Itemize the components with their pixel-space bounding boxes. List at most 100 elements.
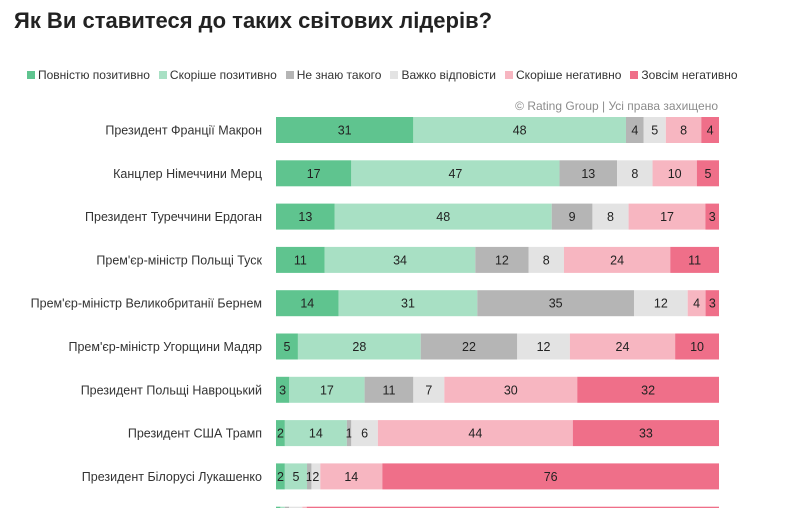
- bar-segment: [444, 376, 578, 403]
- bar-segment: [420, 333, 518, 360]
- bar-segment: [302, 506, 307, 508]
- value-label: 31: [338, 124, 352, 138]
- category-label: Президент Польщі Навроцький: [81, 383, 262, 397]
- bar-segment: [351, 420, 378, 447]
- value-label: 14: [300, 297, 314, 311]
- value-label: 8: [680, 124, 687, 138]
- value-label: 12: [654, 297, 668, 311]
- bar-segment: [592, 203, 629, 230]
- bar-segment: [675, 333, 719, 360]
- category-label: Президент Туреччини Ердоган: [85, 210, 262, 224]
- value-label: 8: [607, 210, 614, 224]
- value-label: 3: [709, 297, 716, 311]
- bar-segment: [705, 203, 719, 230]
- bar-segment: [334, 203, 552, 230]
- category-label: Прем'єр-міністр Польщі Туск: [96, 253, 262, 267]
- bar-segment: [276, 160, 352, 187]
- bar-segment: [559, 160, 618, 187]
- bar-segment: [413, 117, 626, 143]
- bar-segment: [276, 246, 325, 273]
- legend-swatch: [158, 71, 167, 79]
- bar-segment: [551, 203, 593, 230]
- bar-segment: [276, 463, 285, 490]
- bar-segment: [289, 376, 365, 403]
- value-label: 9: [569, 210, 576, 224]
- value-label: 17: [320, 383, 334, 397]
- bar-segment: [276, 290, 339, 317]
- legend-swatch: [285, 71, 294, 79]
- value-label: 3: [279, 383, 286, 397]
- bar-segment: [665, 117, 702, 143]
- bar-segment: [351, 160, 560, 187]
- value-label: 3: [709, 210, 716, 224]
- value-label: 13: [298, 210, 312, 224]
- value-label: 2: [277, 427, 284, 441]
- legend-item: Важко відповісти: [390, 68, 496, 82]
- value-label: 8: [543, 253, 550, 267]
- bar-segment: [284, 463, 308, 490]
- value-label: 17: [307, 167, 321, 181]
- bar-segment: [377, 420, 573, 447]
- value-label: 14: [344, 470, 358, 484]
- value-label: 47: [448, 167, 462, 181]
- bar-segment: [563, 246, 671, 273]
- bar-segment: [670, 246, 719, 273]
- legend-item: Повністю позитивно: [27, 68, 150, 82]
- value-label: 44: [468, 427, 482, 441]
- value-label: 11: [688, 253, 701, 267]
- bar-segment: [346, 420, 352, 447]
- bar-segment: [477, 290, 634, 317]
- value-label: 34: [393, 253, 407, 267]
- bar-segment: [625, 117, 644, 143]
- value-label: 11: [294, 253, 307, 267]
- legend-swatch: [630, 71, 639, 79]
- legend-item: Скоріше позитивно: [158, 68, 277, 82]
- value-label: 22: [462, 340, 476, 354]
- value-label: 7: [425, 383, 432, 397]
- bar-segment: [276, 376, 290, 403]
- value-label: 5: [651, 124, 658, 138]
- bar-segment: [311, 463, 321, 490]
- value-label: 10: [690, 340, 704, 354]
- value-label: 5: [704, 167, 711, 181]
- legend: Повністю позитивно Скоріше позитивно Не зн…: [27, 68, 747, 82]
- value-label: 8: [631, 167, 638, 181]
- bar-segment: [687, 290, 706, 317]
- bar-segment: [705, 290, 719, 317]
- bar-segment: [628, 203, 706, 230]
- value-label: 10: [668, 167, 682, 181]
- bar-segment: [284, 506, 290, 508]
- bar-segment: [289, 506, 303, 508]
- chart-title: Як Ви ставитеся до таких світових лідері…: [14, 8, 493, 33]
- value-label: 5: [283, 340, 290, 354]
- bar-segment: [284, 420, 347, 447]
- legend-label: Зовсім негативно: [641, 68, 738, 82]
- value-label: 1: [306, 470, 313, 484]
- bar-segment: [633, 290, 688, 317]
- category-label: Президент Білорусі Лукашенко: [82, 470, 262, 484]
- bar-segment: [517, 333, 570, 360]
- bar-segment: [276, 420, 285, 447]
- value-label: 33: [639, 427, 653, 441]
- bar-segment: [280, 506, 285, 508]
- bar-segment: [276, 117, 414, 143]
- category-label: Канцлер Німеччини Мерц: [113, 167, 262, 181]
- category-label: Президент Франції Макрон: [105, 124, 262, 138]
- bar-segment: [413, 376, 445, 403]
- value-label: 4: [707, 124, 714, 138]
- legend-item: Скоріше негативно: [505, 68, 621, 82]
- value-label: 6: [361, 427, 368, 441]
- bar-segment: [338, 290, 478, 317]
- bar-segment: [382, 463, 719, 490]
- category-label: Президент США Трамп: [128, 427, 262, 441]
- value-label: 76: [544, 470, 558, 484]
- legend-label: Скоріше негативно: [516, 68, 622, 82]
- bar-segment: [306, 506, 719, 508]
- value-label: 30: [504, 383, 518, 397]
- bar-segment: [577, 376, 719, 403]
- value-label: 48: [513, 124, 527, 138]
- value-label: 28: [352, 340, 366, 354]
- bar-segment: [528, 246, 564, 273]
- value-label: 31: [401, 297, 415, 311]
